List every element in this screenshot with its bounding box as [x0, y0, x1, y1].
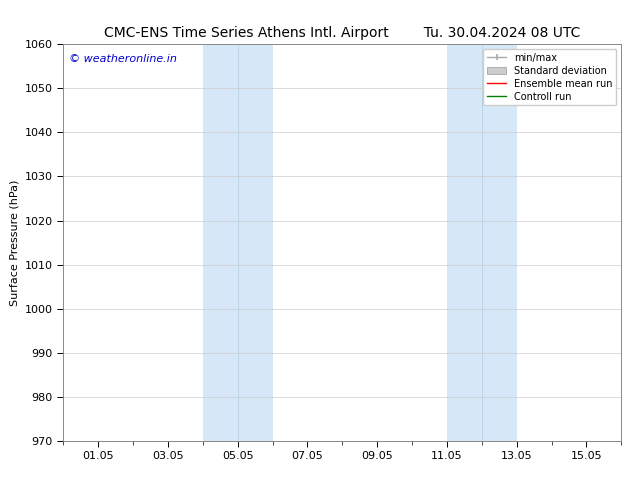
- Title: CMC-ENS Time Series Athens Intl. Airport        Tu. 30.04.2024 08 UTC: CMC-ENS Time Series Athens Intl. Airport…: [104, 26, 581, 40]
- Text: © weatheronline.in: © weatheronline.in: [69, 54, 177, 64]
- Bar: [203, 44, 273, 441]
- Bar: [447, 44, 517, 441]
- Y-axis label: Surface Pressure (hPa): Surface Pressure (hPa): [10, 179, 19, 306]
- Legend: min/max, Standard deviation, Ensemble mean run, Controll run: min/max, Standard deviation, Ensemble me…: [483, 49, 616, 105]
